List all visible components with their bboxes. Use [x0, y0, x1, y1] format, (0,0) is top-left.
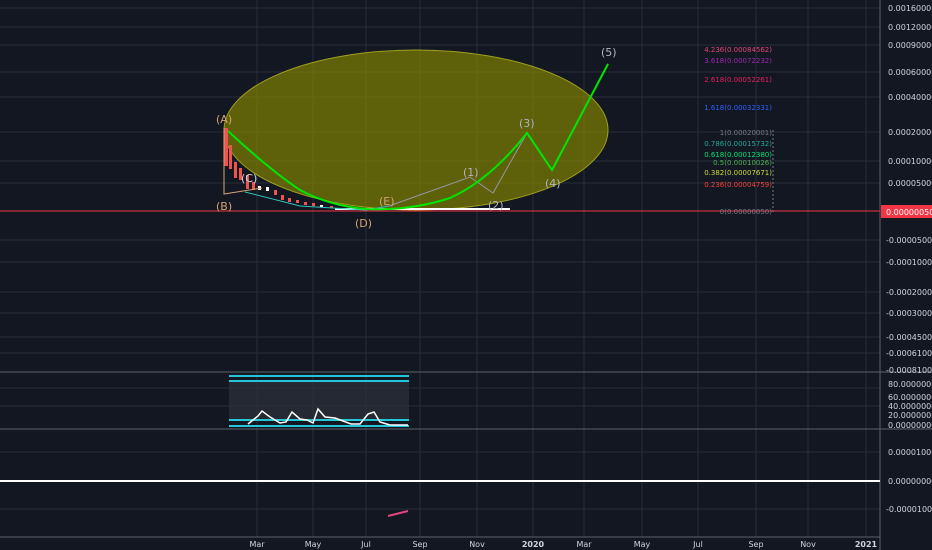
abc-wave-lines: [223, 128, 263, 195]
candlesticks: [224, 128, 333, 208]
time-tick: Jul: [360, 540, 371, 549]
rsi-tick: 40.00000000: [888, 402, 932, 411]
osc-tick: -0.00001000: [886, 505, 932, 514]
price-tick: 0.00040000: [888, 93, 932, 102]
fib-level-labels: 4.236(0.00084562) 3.618(0.00072232) 2.61…: [704, 46, 772, 216]
wave-label-c: (C): [241, 172, 257, 185]
price-tick: 0.00060000: [888, 68, 932, 77]
price-tick: -0.00005000: [886, 236, 932, 245]
wave-label-e: (E): [379, 195, 395, 208]
rsi-tick: 60.00000000: [888, 393, 932, 402]
fib-label-0236: 0.236(0.00004759): [704, 181, 772, 189]
price-tick: 0.00120000: [888, 23, 932, 32]
price-tick: -0.00030000: [886, 309, 932, 318]
rsi-tick: 0.00000000: [888, 421, 932, 430]
time-tick: Sep: [748, 540, 763, 549]
price-tick: -0.00020000: [886, 288, 932, 297]
price-tick: -0.00045000: [886, 333, 932, 342]
projection-curve: [227, 63, 609, 211]
time-tick: Mar: [249, 540, 265, 549]
fib-label-05: 0.5(0.00010026): [713, 159, 772, 167]
wave-label-d: (D): [355, 217, 372, 230]
oscillator-signal-line: [387, 510, 409, 517]
price-axis[interactable]: 0.00160000 0.00120000 0.00090000 0.00060…: [886, 4, 932, 375]
wave-label-2: (2): [488, 199, 504, 212]
wave-label-3: (3): [519, 117, 535, 130]
time-tick: Sep: [412, 540, 427, 549]
rsi-line: [247, 407, 408, 426]
rsi-axis[interactable]: 80.00000000 60.00000000 40.00000000 20.0…: [888, 380, 932, 430]
time-tick: Nov: [469, 540, 485, 549]
time-tick: Jul: [692, 540, 703, 549]
current-price-label: 0.00000050: [886, 208, 932, 217]
cde-wave-lines: [244, 191, 390, 211]
time-tick-year: 2020: [522, 540, 545, 549]
wave-label-1: (1): [463, 166, 479, 179]
fib-label-0618: 0.618(0.00012380): [704, 151, 772, 159]
rsi-background-band: [229, 382, 409, 420]
time-tick: May: [305, 540, 322, 549]
wave-label-5: (5): [601, 46, 617, 59]
price-tick: 0.00005000: [888, 179, 932, 188]
time-tick: Nov: [800, 540, 816, 549]
current-price-badge: [881, 205, 932, 218]
fib-label-4236: 4.236(0.00084562): [704, 46, 772, 54]
price-tick: 0.00010000: [888, 157, 932, 166]
wave-labels: (A) (B) (C) (D) (E) (1) (2) (3) (4) (5): [216, 46, 617, 230]
wave-label-a: (A): [216, 113, 232, 126]
osc-tick: 0.00000000: [888, 477, 932, 486]
fib-label-2618: 2.618(0.00052261): [704, 76, 772, 84]
fib-label-1618: 1.618(0.00032331): [704, 104, 772, 112]
horizontal-gridlines: [0, 7, 880, 510]
time-tick: May: [634, 540, 651, 549]
time-axis[interactable]: Mar May Jul Sep Nov 2020 Mar May Jul Sep…: [249, 540, 877, 549]
price-tick: 0.00160000: [888, 4, 932, 13]
fib-label-1: 1(0.00020001): [720, 129, 772, 137]
fib-label-0786: 0.786(0.00015732): [704, 140, 772, 148]
osc-tick: 0.00001000: [888, 448, 932, 457]
oscillator-axis[interactable]: 0.00001000 0.00000000 -0.00001000: [886, 448, 932, 514]
price-tick: -0.00010000: [886, 258, 932, 267]
price-tick: 0.00090000: [888, 41, 932, 50]
rsi-tick: 80.00000000: [888, 380, 932, 389]
fib-label-0: 0(0.00000050): [720, 208, 772, 216]
price-tick: 0.00020000: [888, 128, 932, 137]
wave-label-b: (B): [216, 200, 232, 213]
time-tick: Mar: [576, 540, 592, 549]
wave-label-4: (4): [545, 177, 561, 190]
time-tick-year: 2021: [855, 540, 878, 549]
fib-label-3618: 3.618(0.00072232): [704, 57, 772, 65]
rsi-tick: 20.00000000: [888, 411, 932, 420]
fib-label-0382: 0.382(0.00007671): [704, 169, 772, 177]
price-tick: -0.00061000: [886, 349, 932, 358]
